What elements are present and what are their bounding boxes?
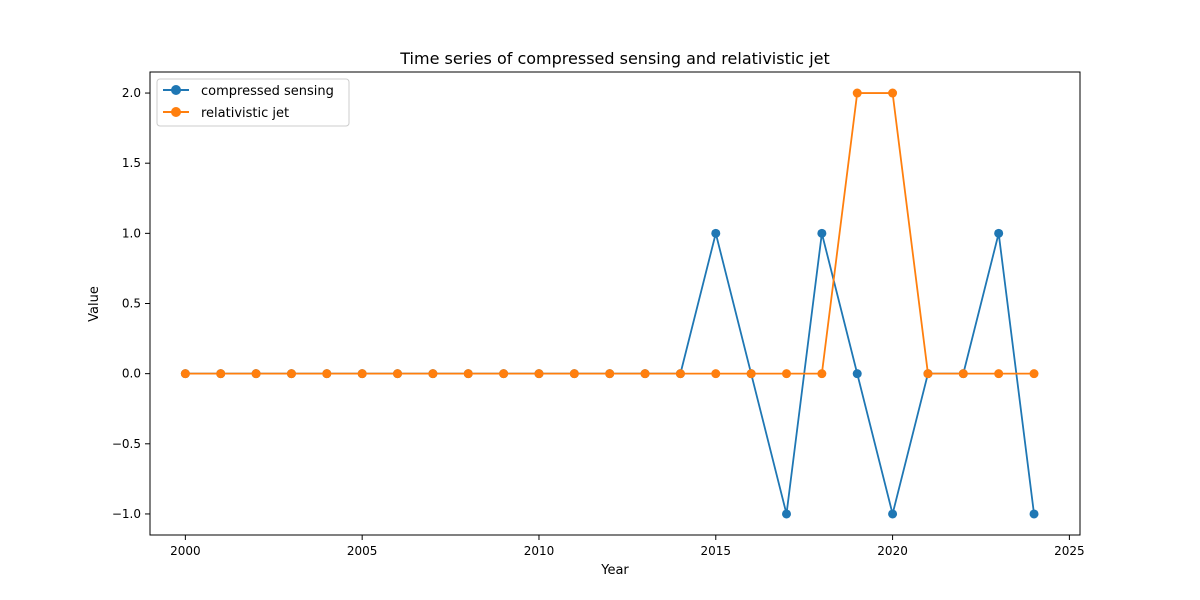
y-tick-label: −0.5 <box>112 437 141 451</box>
x-tick-label: 2010 <box>524 544 555 558</box>
data-point-relativistic-jet <box>322 369 332 379</box>
data-point-relativistic-jet <box>852 88 862 98</box>
data-point-relativistic-jet <box>216 369 226 379</box>
chart-title: Time series of compressed sensing and re… <box>399 49 830 68</box>
data-point-relativistic-jet <box>746 369 756 379</box>
data-point-relativistic-jet <box>605 369 615 379</box>
x-axis-ticks: 2000 2005 2010 2015 2020 2025 <box>170 535 1085 558</box>
data-point-relativistic-jet <box>286 369 296 379</box>
data-point-compressed-sensing <box>1029 509 1039 519</box>
data-point-relativistic-jet <box>463 369 473 379</box>
legend-label-relativistic-jet: relativistic jet <box>201 106 289 121</box>
legend-marker-compressed-sensing <box>171 85 181 95</box>
data-point-relativistic-jet <box>499 369 509 379</box>
data-point-compressed-sensing <box>782 509 792 519</box>
data-point-relativistic-jet <box>958 369 968 379</box>
data-point-compressed-sensing <box>852 369 862 379</box>
data-point-relativistic-jet <box>1029 369 1039 379</box>
data-point-compressed-sensing <box>994 228 1004 238</box>
data-point-relativistic-jet <box>994 369 1004 379</box>
series-layer <box>180 88 1039 519</box>
y-tick-label: 0.5 <box>122 297 141 311</box>
x-tick-label: 2005 <box>347 544 378 558</box>
x-tick-label: 2020 <box>877 544 908 558</box>
y-tick-label: −1.0 <box>112 507 141 521</box>
y-tick-label: 1.5 <box>122 156 141 170</box>
legend-label-compressed-sensing: compressed sensing <box>201 84 334 99</box>
data-point-relativistic-jet <box>357 369 367 379</box>
x-axis-title: Year <box>600 563 629 578</box>
data-point-relativistic-jet <box>711 369 721 379</box>
data-point-relativistic-jet <box>534 369 544 379</box>
data-point-relativistic-jet <box>888 88 898 98</box>
plot-area <box>150 72 1080 535</box>
y-tick-label: 2.0 <box>122 86 141 100</box>
data-point-compressed-sensing <box>817 228 827 238</box>
data-point-relativistic-jet <box>675 369 685 379</box>
data-point-relativistic-jet <box>180 369 190 379</box>
y-tick-label: 1.0 <box>122 226 141 240</box>
legend-marker-relativistic-jet <box>171 107 181 117</box>
data-point-relativistic-jet <box>428 369 438 379</box>
y-axis-title: Value <box>87 286 102 322</box>
x-tick-label: 2015 <box>701 544 732 558</box>
data-point-relativistic-jet <box>923 369 933 379</box>
x-tick-label: 2025 <box>1054 544 1085 558</box>
legend-box <box>156 78 350 127</box>
y-tick-label: 0.0 <box>122 367 141 381</box>
data-point-relativistic-jet <box>640 369 650 379</box>
legend: compressed sensing relativistic jet <box>156 78 350 127</box>
x-tick-label: 2000 <box>170 544 201 558</box>
data-point-relativistic-jet <box>817 369 827 379</box>
data-point-relativistic-jet <box>393 369 403 379</box>
data-point-relativistic-jet <box>782 369 792 379</box>
data-point-relativistic-jet <box>251 369 261 379</box>
data-point-compressed-sensing <box>711 228 721 238</box>
y-axis-ticks: −1.0 −0.5 0.0 0.5 1.0 1.5 2.0 <box>112 86 150 521</box>
data-point-relativistic-jet <box>569 369 579 379</box>
data-point-compressed-sensing <box>888 509 898 519</box>
